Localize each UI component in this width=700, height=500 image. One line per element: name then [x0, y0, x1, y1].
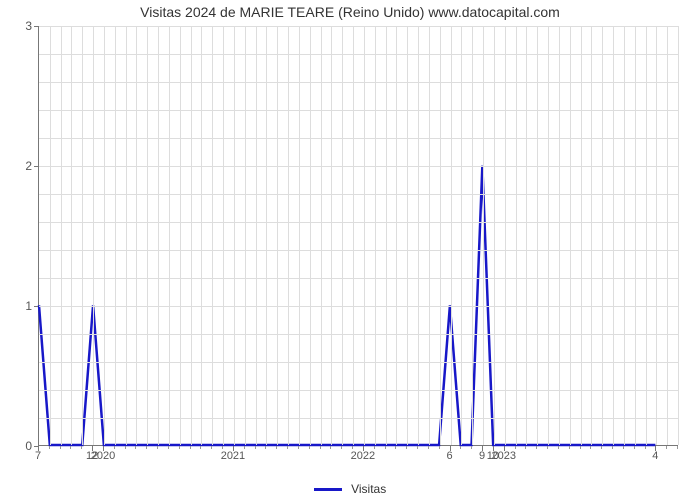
x-tick-label: 9: [479, 450, 485, 462]
x-tick-label: 6: [446, 450, 452, 462]
y-tick-label: 0: [12, 439, 32, 453]
x-tick-label: 2022: [351, 450, 375, 462]
x-tick-label: 4: [652, 450, 658, 462]
chart-title: Visitas 2024 de MARIE TEARE (Reino Unido…: [0, 4, 700, 20]
y-tick-label: 2: [12, 159, 32, 173]
x-tick-label: 2020: [91, 450, 115, 462]
x-tick-label: 2021: [221, 450, 245, 462]
line-series: [39, 26, 678, 445]
chart-container: Visitas 2024 de MARIE TEARE (Reino Unido…: [0, 0, 700, 500]
x-tick-label: 2023: [491, 450, 515, 462]
y-tick-label: 1: [12, 299, 32, 313]
legend: Visitas: [0, 482, 700, 496]
plot-area: [38, 26, 678, 446]
y-tick-label: 3: [12, 19, 32, 33]
legend-swatch: [314, 488, 342, 491]
legend-label: Visitas: [351, 482, 386, 496]
x-tick-label: 7: [35, 450, 41, 462]
